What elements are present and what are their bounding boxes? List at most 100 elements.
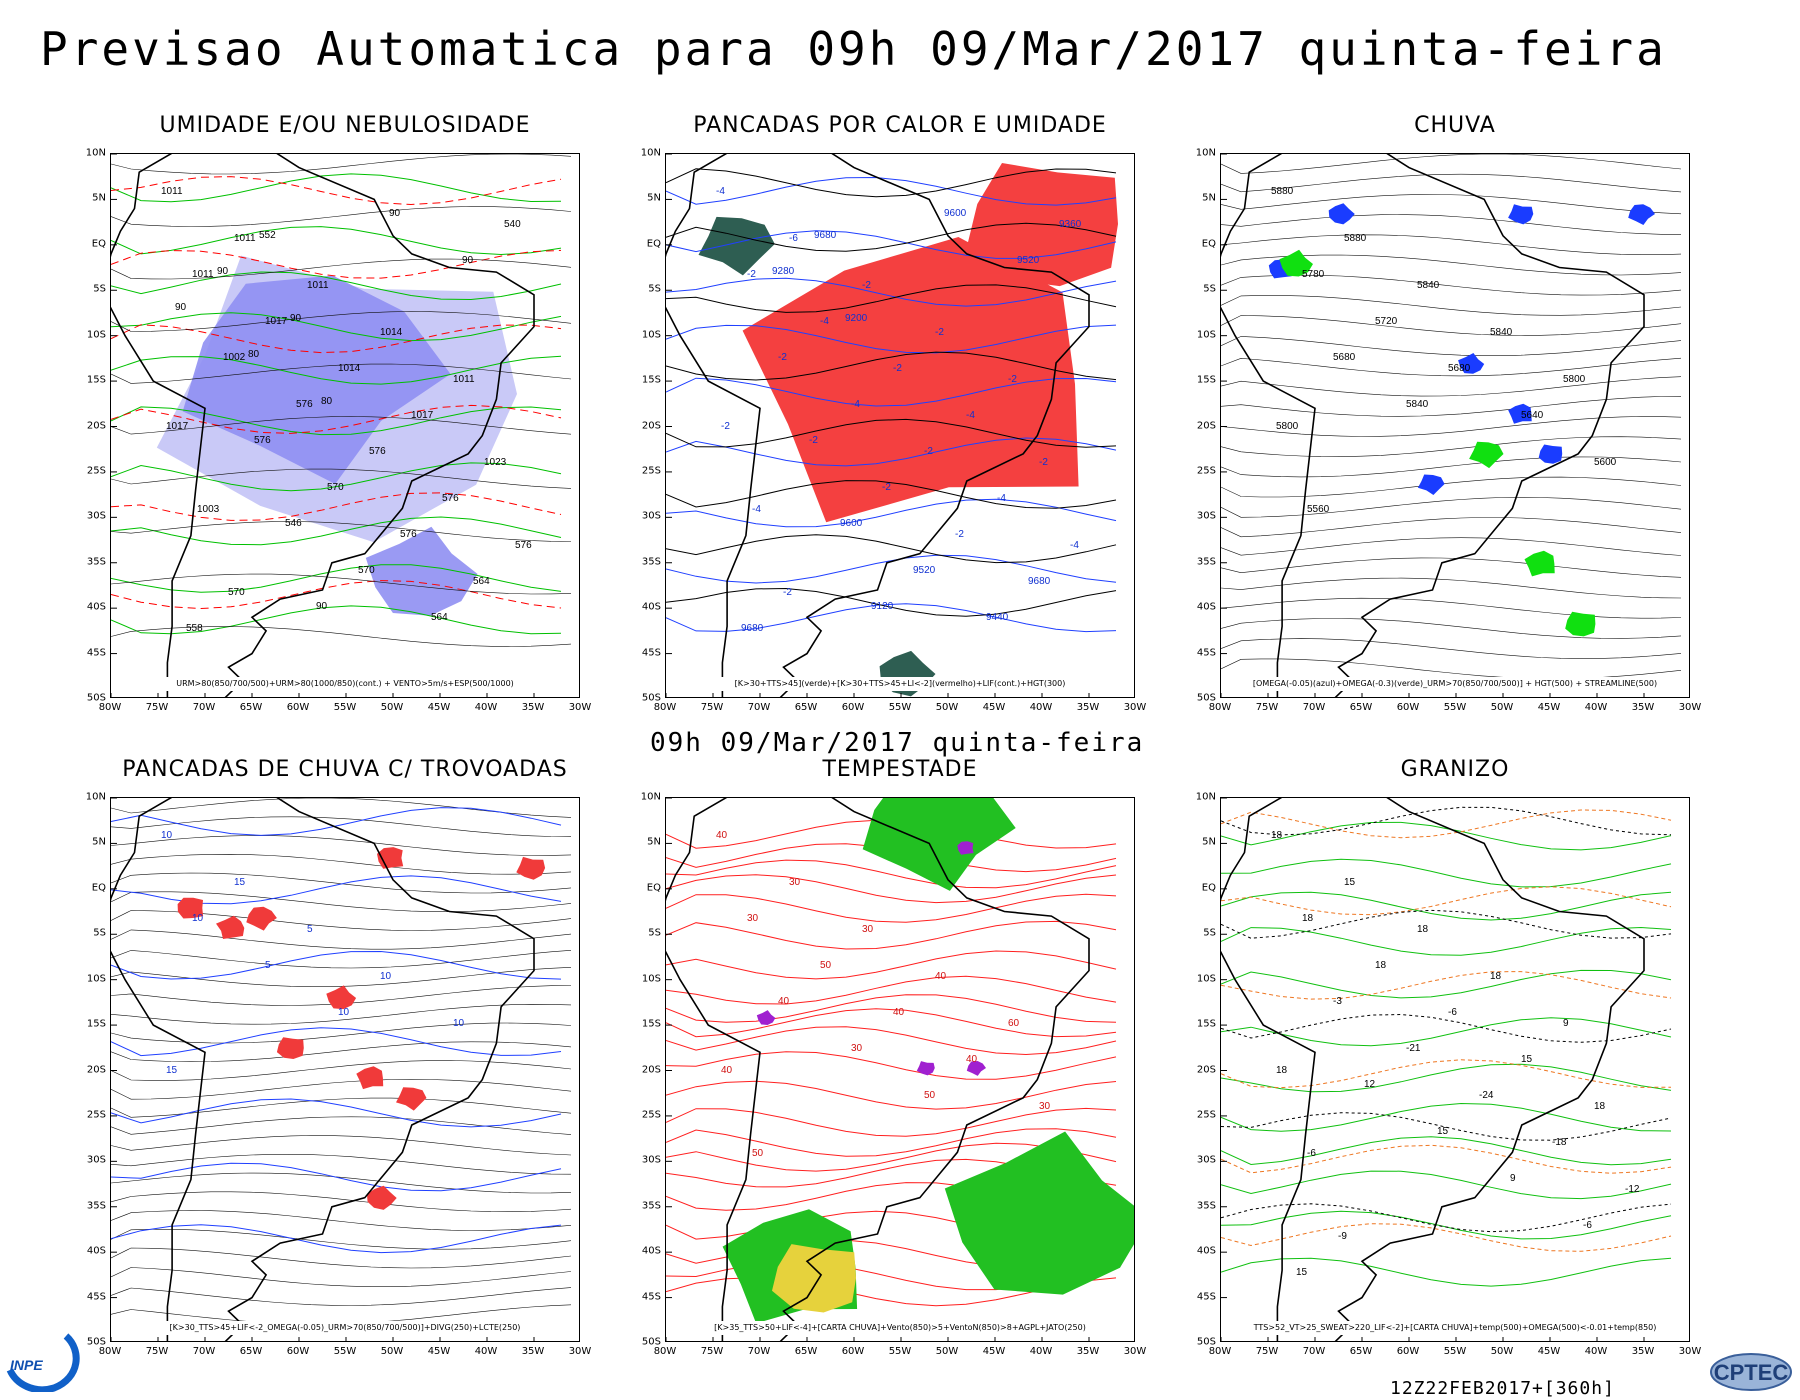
contour-label: 5840 xyxy=(1490,327,1513,338)
tick-marks xyxy=(1221,154,1645,697)
contour-line xyxy=(1221,1063,1672,1093)
streamline xyxy=(111,1153,572,1175)
map-umidade[interactable]: 1011 1011 1011 1014 1011 1017 1011 1017 1014 1017… xyxy=(110,153,580,698)
streamline xyxy=(111,1247,572,1269)
latitude-tick-label: 10N xyxy=(1195,147,1216,159)
contour-label: 5840 xyxy=(1417,280,1440,291)
streamline xyxy=(111,154,572,175)
contour-line xyxy=(666,975,1117,1005)
streamline xyxy=(111,1287,572,1306)
longitude-axis: 80W 75W 70W 65W 60W 55W 50W 45W 40W 35W 30W xyxy=(99,1346,592,1360)
longitude-tick-label: 35W xyxy=(1076,1346,1100,1357)
map-pancadas-calor[interactable]: -4 -6 -2 -2 -2 -2 -2 -4 -2 -4 -2 -4 -2 -4 -2 -4 -4 -2 -2 -2… xyxy=(665,153,1135,698)
latitude-tick-label: 5N xyxy=(92,192,106,204)
streamline xyxy=(1221,436,1682,458)
map-chuva[interactable]: 5880 5880 5840 5840 5800 5800 5780 5720 5680 5640… xyxy=(1220,153,1690,698)
contour-label: -4 xyxy=(966,410,975,421)
panel-legend: URM>80(850/700/500)+URM>80(1000/850)(con… xyxy=(115,677,575,691)
map-tempestade[interactable]: 40 30 30 40 60 40 30 50 40 40 30 50 40 30 50 [K>35_TTS… xyxy=(665,797,1135,1342)
contour-label: -6 xyxy=(1448,1007,1457,1018)
latitude-tick-label: 10S xyxy=(1196,973,1216,985)
contour-labels: 10 15 5 10 10 15 10 5 10 xyxy=(161,830,465,1076)
panel-title: UMIDADE E/OU NEBULOSIDADE xyxy=(159,113,531,138)
contour-line xyxy=(111,355,562,385)
contour-label: 50 xyxy=(924,1090,936,1101)
field-blob xyxy=(396,1087,427,1111)
contour-label: 80 xyxy=(248,349,260,360)
map-layers xyxy=(666,798,1134,1324)
streamline xyxy=(1221,658,1682,680)
longitude-tick-label: 50W xyxy=(380,702,404,713)
latitude-tick-label: 35S xyxy=(1196,556,1216,568)
contour-line xyxy=(111,807,562,836)
contour-label: 90 xyxy=(217,266,229,277)
contour-line xyxy=(111,564,562,593)
contour-label: 18 xyxy=(1594,1101,1606,1112)
contour-label: 576 xyxy=(515,540,532,551)
contour-label: 30 xyxy=(851,1043,863,1054)
latitude-axis: 10N 5N EQ 5S 10S 15S 20S 25S 30S 35S 40S 45S 50S xyxy=(1184,148,1216,704)
contour-line xyxy=(1221,858,1672,888)
field-blob xyxy=(966,1061,986,1076)
contour-label: 9680 xyxy=(814,230,837,241)
field-blob xyxy=(742,237,1079,523)
contour-label: -2 xyxy=(893,363,902,374)
contour-labels: 1011 1011 1011 1014 1011 1017 1011 1017 1014 1017… xyxy=(161,186,532,634)
contour-label: 9520 xyxy=(913,565,936,576)
latitude-tick-label: 45S xyxy=(86,1291,106,1303)
map-granizo[interactable]: 18 15 18 18 9 18 18 18 -6 15 18 -6 -3 -21 -24 -18 -12 -9 1… xyxy=(1220,797,1690,1342)
longitude-tick-label: 30W xyxy=(568,1346,592,1357)
contour-label: 50 xyxy=(820,960,832,971)
contour-label: 18 xyxy=(1490,971,1502,982)
streamline xyxy=(111,1267,572,1287)
longitude-tick-label: 60W xyxy=(841,702,865,713)
contour-label: 5 xyxy=(307,924,313,935)
contour-line xyxy=(111,324,562,354)
latitude-tick-label: EQ xyxy=(1201,238,1216,250)
field-blob xyxy=(326,985,357,1010)
contour-line xyxy=(666,994,1117,1023)
streamline xyxy=(111,1060,572,1081)
contour-line xyxy=(666,351,1117,381)
streamline xyxy=(111,1041,572,1063)
longitude-tick-label: 35W xyxy=(521,1346,545,1357)
latitude-tick-label: 35S xyxy=(641,556,661,568)
longitude-tick-label: 60W xyxy=(1396,1346,1420,1357)
latitude-tick-label: 30S xyxy=(1196,510,1216,522)
latitude-tick-label: 20S xyxy=(641,420,661,431)
contour-line xyxy=(1221,1136,1672,1166)
latitude-tick-label: 10S xyxy=(86,973,106,985)
latitude-tick-label: 5S xyxy=(648,927,661,939)
contour-label: 40 xyxy=(716,830,728,841)
streamline xyxy=(111,206,572,227)
latitude-tick-label: 25S xyxy=(641,465,661,477)
contour-line xyxy=(666,377,1117,407)
contour-label: -24 xyxy=(1479,1090,1494,1101)
latitude-tick-label: 20S xyxy=(86,1064,106,1075)
contour-line xyxy=(1221,1017,1672,1047)
longitude-tick-label: 65W xyxy=(1349,702,1373,713)
contour-label: -2 xyxy=(935,327,944,338)
panel-chuva: CHUVA 5880 5880 5840 5840 5800 5800 5780 5720 56… xyxy=(1196,113,1702,713)
latitude-tick-label: 10N xyxy=(85,791,106,803)
contour-label: 570 xyxy=(228,587,245,598)
map-layers xyxy=(111,798,572,1325)
contour-label: 40 xyxy=(935,971,947,982)
contour-line xyxy=(111,605,562,635)
contour-line xyxy=(1221,886,1672,916)
contour-line xyxy=(111,404,562,434)
field-blob xyxy=(1279,249,1313,277)
longitude-tick-label: 65W xyxy=(239,702,263,713)
contour-label: 576 xyxy=(400,529,417,540)
contour-label: 5880 xyxy=(1271,186,1294,197)
streamline xyxy=(111,416,572,435)
field-blob xyxy=(772,1244,856,1313)
streamline xyxy=(111,363,572,384)
contour-label: -21 xyxy=(1406,1043,1421,1054)
contour-label: 5560 xyxy=(1307,504,1330,515)
contour-label: 15 xyxy=(1437,1126,1449,1137)
latitude-tick-label: 45S xyxy=(641,1291,661,1303)
contour-label: 5840 xyxy=(1406,399,1429,410)
map-pancadas-trovoadas[interactable]: 10 15 5 10 10 15 10 5 10 [K>30_TTS>45+LIF<-2_OME… xyxy=(110,797,580,1342)
contour-line xyxy=(111,1098,562,1128)
